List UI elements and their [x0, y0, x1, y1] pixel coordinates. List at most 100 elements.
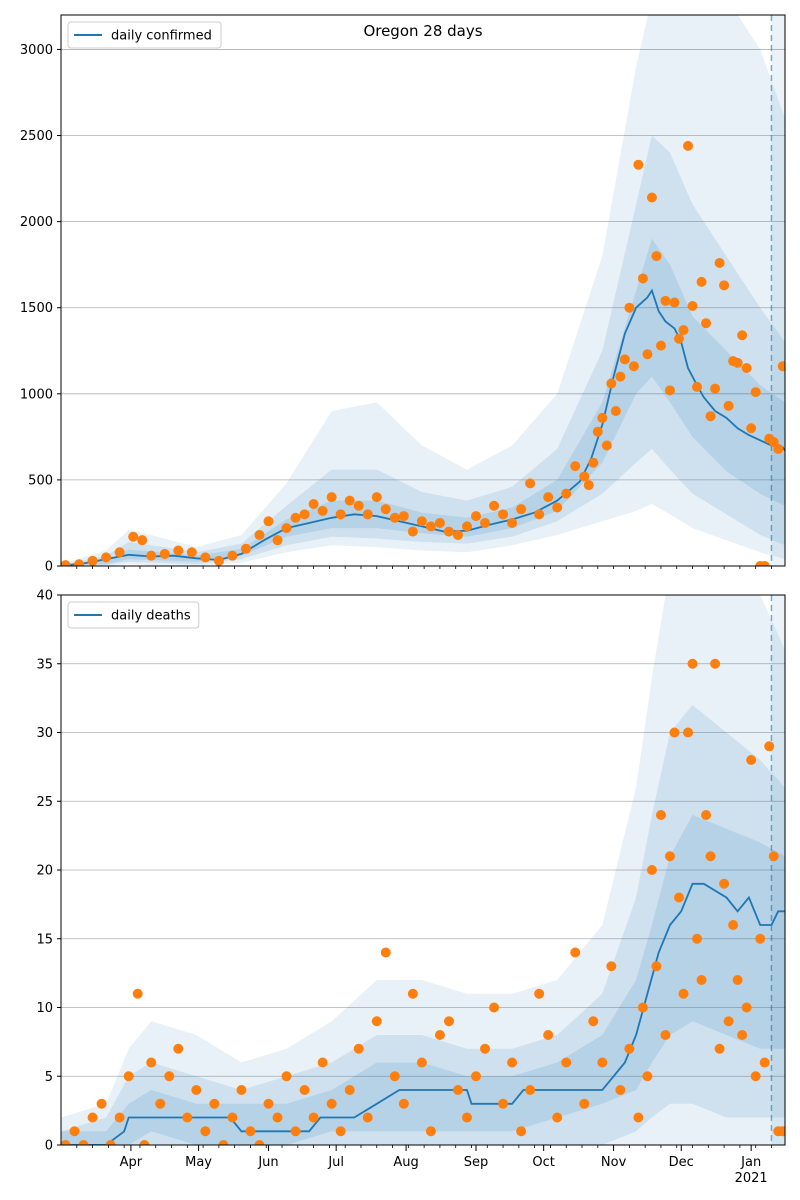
data-point [87, 1112, 98, 1123]
data-point [61, 1140, 71, 1145]
data-point [173, 1043, 184, 1054]
data-point [664, 851, 675, 862]
data-point [710, 658, 721, 669]
data-point [755, 933, 766, 944]
data-point [696, 975, 707, 985]
data-point [750, 387, 761, 398]
band-outer [61, 595, 785, 1145]
data-point [362, 509, 373, 520]
x-tick-label: Nov [601, 1155, 627, 1170]
data-point [498, 509, 509, 520]
data-point [173, 545, 184, 556]
data-point [461, 1112, 472, 1123]
data-point [543, 492, 554, 503]
data-point [272, 535, 283, 546]
data-point [362, 1112, 373, 1123]
data-point [114, 547, 125, 558]
data-point [164, 1071, 175, 1082]
data-point [245, 1126, 256, 1137]
data-point [434, 517, 445, 528]
data-point [69, 1126, 80, 1137]
data-point [389, 1071, 400, 1082]
data-point [759, 1057, 770, 1068]
data-point [615, 1085, 626, 1095]
data-point [123, 1071, 134, 1082]
data-point [678, 988, 689, 999]
data-point [552, 1112, 563, 1123]
data-point [299, 1085, 310, 1095]
data-point [61, 560, 71, 566]
data-point [200, 1126, 211, 1137]
data-point [710, 383, 721, 394]
y-tick-label: 25 [36, 795, 53, 810]
data-point [308, 1112, 319, 1123]
data-point [299, 509, 310, 520]
chart-panel-2: 0 5 10 15 20 25 30 35 40 Apr May Jun Jul Aug Sep Oct Nov… [36, 589, 786, 1186]
data-point [714, 1043, 725, 1054]
data-point [732, 357, 743, 368]
data-point [692, 381, 703, 392]
data-point [624, 1043, 635, 1054]
x-tick-label: Jul [327, 1155, 344, 1170]
data-point [471, 511, 482, 522]
data-point [443, 1016, 454, 1027]
data-point [552, 502, 563, 513]
data-point [664, 385, 675, 396]
data-point [669, 297, 680, 308]
data-point [281, 523, 292, 534]
data-point [213, 555, 224, 566]
data-point [290, 1126, 301, 1137]
data-point [416, 1057, 427, 1068]
data-point [155, 1098, 166, 1109]
data-point [516, 1126, 527, 1137]
data-point [746, 755, 757, 765]
data-point [344, 1085, 355, 1095]
data-point [615, 371, 626, 382]
legend: daily deaths [67, 601, 200, 629]
data-point [683, 140, 694, 151]
data-point [335, 509, 346, 520]
data-point [642, 349, 653, 360]
x-tick-label: Aug [393, 1155, 418, 1170]
data-point [101, 552, 112, 563]
data-point [561, 1057, 572, 1068]
data-point [579, 471, 590, 482]
data-point [452, 1085, 463, 1095]
data-point [633, 1112, 644, 1123]
x-tick-label: Jun [257, 1155, 278, 1170]
series-line [61, 882, 785, 1145]
data-point [714, 257, 725, 268]
data-point [380, 504, 391, 515]
chart-panel-1: 0 500 1000 1500 2000 2500 3000 Oregon 28 days da… [20, 14, 786, 575]
data-point [673, 333, 684, 344]
data-point [588, 457, 599, 468]
data-point [637, 1002, 648, 1013]
data-point [723, 1016, 734, 1027]
data-point [398, 1098, 409, 1109]
band-outer [61, 15, 785, 566]
x-tick-label: Apr [120, 1155, 143, 1170]
data-point [128, 531, 139, 542]
data-point [139, 1140, 150, 1145]
data-point [687, 658, 698, 669]
data-point [480, 1043, 491, 1054]
y-tick-label: 10 [36, 1001, 53, 1016]
data-point [200, 552, 211, 563]
data-point [290, 512, 301, 523]
data-point [777, 1126, 785, 1137]
data-point [272, 1112, 283, 1123]
data-point [525, 1085, 536, 1095]
band-middle [61, 135, 785, 566]
data-point [655, 340, 666, 351]
data-point [182, 1112, 193, 1123]
legend-label: daily confirmed [111, 29, 212, 44]
data-point [750, 1071, 761, 1082]
data-point [254, 1140, 265, 1145]
data-point [759, 561, 770, 566]
data-point [696, 276, 707, 287]
data-point [705, 851, 716, 862]
data-point [480, 517, 491, 528]
data-point [96, 1098, 107, 1109]
data-point [628, 361, 639, 372]
data-point [281, 1071, 292, 1082]
